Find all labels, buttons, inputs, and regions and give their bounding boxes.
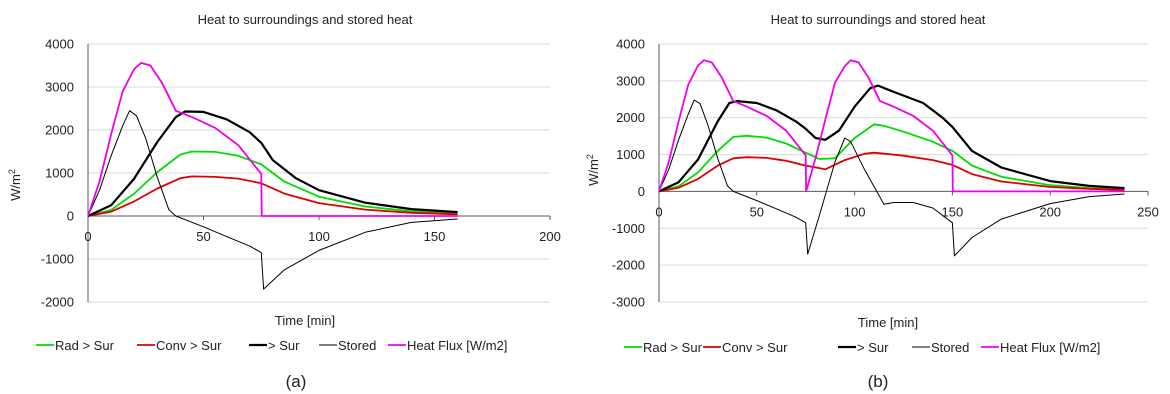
x-tick-label: 50 (196, 229, 210, 244)
series-line-stored (87, 110, 458, 290)
legend-label: Stored (931, 340, 969, 355)
legend-label: Conv > Sur (156, 338, 222, 353)
y-tick-label: -2000 (612, 258, 645, 273)
chart-a-y-tick-labels: -2000 -1000 0 1000 2000 3000 4000 (41, 37, 74, 310)
x-tick-label: 100 (308, 229, 330, 244)
x-tick-label: 0 (84, 229, 91, 244)
caption-b: (b) (868, 372, 889, 391)
y-tick-label: -2000 (41, 295, 74, 310)
series-line-conv-sur (658, 151, 1125, 193)
y-tick-label: 0 (67, 209, 74, 224)
chart-a: Heat to surroundings and stored heat -20… (7, 12, 561, 391)
series-line-rad-sur (658, 123, 1125, 193)
legend-label: Heat Flux [W/m2] (407, 338, 507, 353)
x-tick-label: 200 (1039, 204, 1061, 219)
legend-label: Conv > Sur (722, 340, 788, 355)
series-line-conv-sur (87, 175, 458, 217)
chart-a-y-axis-label: W/m2 (7, 169, 23, 201)
chart-b-title: Heat to surroundings and stored heat (771, 12, 986, 27)
x-tick-label: 200 (539, 229, 561, 244)
chart-b-x-axis-label: Time [min] (858, 315, 918, 330)
chart-b-x-tick-labels: 0 50 100 150 200 250 (655, 204, 1158, 219)
y-tick-label: 3000 (45, 80, 74, 95)
y-tick-label: -1000 (41, 252, 74, 267)
series-line-heat-flux-w-m2 (87, 62, 458, 217)
x-tick-label: 50 (750, 204, 764, 219)
caption-a: (a) (286, 372, 307, 391)
chart-b-y-axis-label-text: W/m (586, 159, 601, 186)
y-tick-label: 0 (638, 184, 645, 199)
series-line-rad-sur (87, 150, 458, 217)
chart-a-y-axis-label-text: W/m (8, 174, 23, 201)
chart-a-x-axis-label: Time [min] (275, 313, 335, 328)
chart-a-title: Heat to surroundings and stored heat (198, 12, 413, 27)
y-tick-label: 1000 (45, 166, 74, 181)
legend-label: Stored (338, 338, 376, 353)
chart-a-y-axis-label-sup: 2 (7, 169, 17, 174)
series-line-sur (87, 110, 458, 217)
y-tick-label: 1000 (616, 147, 645, 162)
legend-label: Rad > Sur (55, 338, 115, 353)
legend-label: Rad > Sur (643, 340, 703, 355)
series-line-heat-flux-w-m2 (658, 59, 1125, 193)
y-tick-label: 2000 (45, 123, 74, 138)
chart-b-y-tick-labels: -3000 -2000 -1000 0 1000 2000 3000 4000 (612, 37, 645, 310)
y-tick-label: -3000 (612, 295, 645, 310)
series-line-sur (658, 84, 1125, 193)
series-line-stored (658, 99, 1125, 257)
chart-a-x-tick-labels: 0 50 100 150 200 (84, 229, 560, 244)
legend-label: > Sur (857, 340, 889, 355)
legend-label: Heat Flux [W/m2] (1000, 340, 1100, 355)
chart-a-legend: Rad > Sur Conv > Sur > Sur Stored Heat Flux … (36, 338, 507, 353)
x-tick-label: 0 (655, 204, 662, 219)
legend-label: > Sur (268, 338, 300, 353)
x-tick-label: 100 (844, 204, 866, 219)
y-tick-label: 4000 (45, 37, 74, 52)
y-tick-label: -1000 (612, 221, 645, 236)
x-tick-label: 250 (1137, 204, 1159, 219)
x-tick-label: 150 (942, 204, 964, 219)
chart-b-y-axis-label: W/m2 (585, 154, 601, 186)
chart-b: Heat to surroundings and stored heat -30… (585, 12, 1159, 391)
chart-b-series-lines (658, 59, 1125, 257)
y-tick-label: 2000 (616, 110, 645, 125)
chart-b-y-axis-label-sup: 2 (585, 154, 595, 159)
y-tick-label: 3000 (616, 73, 645, 88)
chart-b-grid (658, 43, 1149, 303)
chart-a-series-lines (87, 62, 458, 290)
y-tick-label: 4000 (616, 37, 645, 52)
x-tick-label: 150 (424, 229, 446, 244)
chart-b-legend: Rad > Sur Conv > Sur > Sur Stored Heat Flux … (624, 340, 1100, 355)
